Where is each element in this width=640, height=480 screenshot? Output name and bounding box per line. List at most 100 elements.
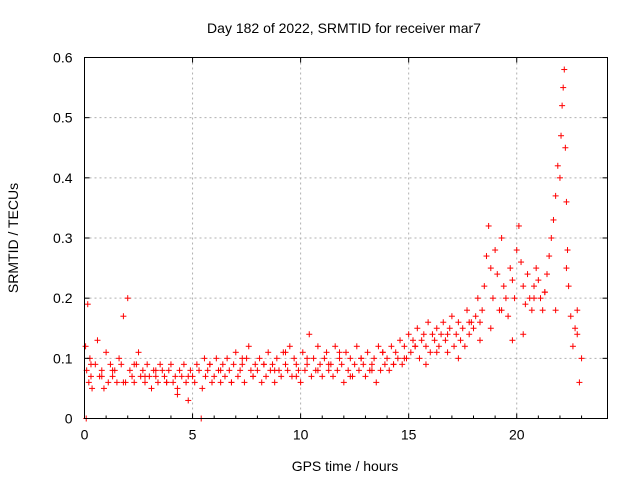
x-axis: 0 5 10 15 20 <box>81 57 583 443</box>
data-point <box>539 307 546 314</box>
data-point <box>340 379 347 386</box>
data-point <box>120 313 127 320</box>
data-point <box>116 355 123 362</box>
data-point <box>520 283 527 290</box>
data-point <box>561 66 568 73</box>
data-point <box>241 379 248 386</box>
data-point <box>371 355 378 362</box>
data-point <box>373 379 380 386</box>
data-point <box>161 373 168 380</box>
data-point <box>399 361 406 368</box>
data-point <box>552 192 559 199</box>
data-point <box>531 283 538 290</box>
data-point <box>271 379 278 386</box>
data-point <box>353 343 360 350</box>
data-point <box>513 247 520 254</box>
data-point <box>139 367 146 374</box>
data-point <box>163 379 170 386</box>
data-point <box>131 361 138 368</box>
y-axis: 0 0.1 0.2 0.3 0.4 0.5 0.6 <box>53 50 608 427</box>
data-point <box>291 355 298 362</box>
y-axis-label: SRMTID / TECUs <box>5 183 21 293</box>
data-point <box>185 373 192 380</box>
data-point <box>193 361 200 368</box>
data-point <box>157 361 164 368</box>
data-point <box>109 373 116 380</box>
data-point <box>202 373 209 380</box>
data-point <box>520 331 527 338</box>
data-point <box>282 361 289 368</box>
data-point <box>211 373 218 380</box>
data-point <box>528 307 535 314</box>
data-point <box>362 373 369 380</box>
data-point <box>511 295 518 302</box>
data-point <box>494 271 501 278</box>
data-point <box>431 337 438 344</box>
data-point <box>286 343 293 350</box>
data-point <box>304 355 311 362</box>
data-point <box>213 355 220 362</box>
data-point <box>433 349 440 356</box>
data-point <box>472 313 479 320</box>
y-tick-label: 0.4 <box>53 170 73 186</box>
data-point <box>126 367 133 374</box>
data-point <box>217 367 224 374</box>
data-point <box>422 343 429 350</box>
data-point <box>98 373 105 380</box>
data-point <box>425 319 432 326</box>
data-point <box>578 355 585 362</box>
x-tick-label: 10 <box>293 427 309 443</box>
data-point <box>451 343 458 350</box>
data-point <box>564 247 571 254</box>
data-point <box>379 349 386 356</box>
data-point <box>334 367 341 374</box>
data-point <box>569 343 576 350</box>
data-point <box>567 313 574 320</box>
data-point <box>556 174 563 181</box>
data-point <box>386 367 393 374</box>
data-point <box>351 361 358 368</box>
data-point <box>232 349 239 356</box>
data-point <box>444 331 451 338</box>
data-point <box>282 349 289 356</box>
data-point <box>572 325 579 332</box>
data-point <box>397 337 404 344</box>
data-point <box>142 373 149 380</box>
data-point <box>321 355 328 362</box>
data-point <box>360 361 367 368</box>
data-point <box>273 355 280 362</box>
x-tick-label: 0 <box>81 427 89 443</box>
data-point <box>381 361 388 368</box>
data-point <box>103 349 110 356</box>
x-tick-label: 15 <box>401 427 417 443</box>
data-point <box>263 373 270 380</box>
data-point <box>461 343 468 350</box>
data-point <box>89 385 96 392</box>
data-point <box>154 379 161 386</box>
data-point <box>252 361 259 368</box>
data-point <box>250 373 257 380</box>
data-point <box>537 295 544 302</box>
data-point <box>245 343 252 350</box>
data-point <box>98 367 105 374</box>
data-point <box>541 289 548 296</box>
data-point <box>183 379 190 386</box>
data-point <box>438 331 445 338</box>
data-point <box>492 247 499 254</box>
data-point <box>409 337 416 344</box>
data-point <box>304 361 311 368</box>
data-point <box>278 373 285 380</box>
data-point <box>455 319 462 326</box>
data-point <box>131 379 138 386</box>
data-point <box>224 355 231 362</box>
data-point <box>343 349 349 356</box>
data-point <box>550 216 557 223</box>
data-point <box>308 373 315 380</box>
data-point <box>390 361 397 368</box>
data-point <box>206 361 213 368</box>
data-point <box>559 102 566 109</box>
data-point <box>474 295 481 302</box>
chart-title: Day 182 of 2022, SRMTID for receiver mar… <box>207 20 481 36</box>
data-point <box>554 162 561 169</box>
data-point <box>418 337 425 344</box>
